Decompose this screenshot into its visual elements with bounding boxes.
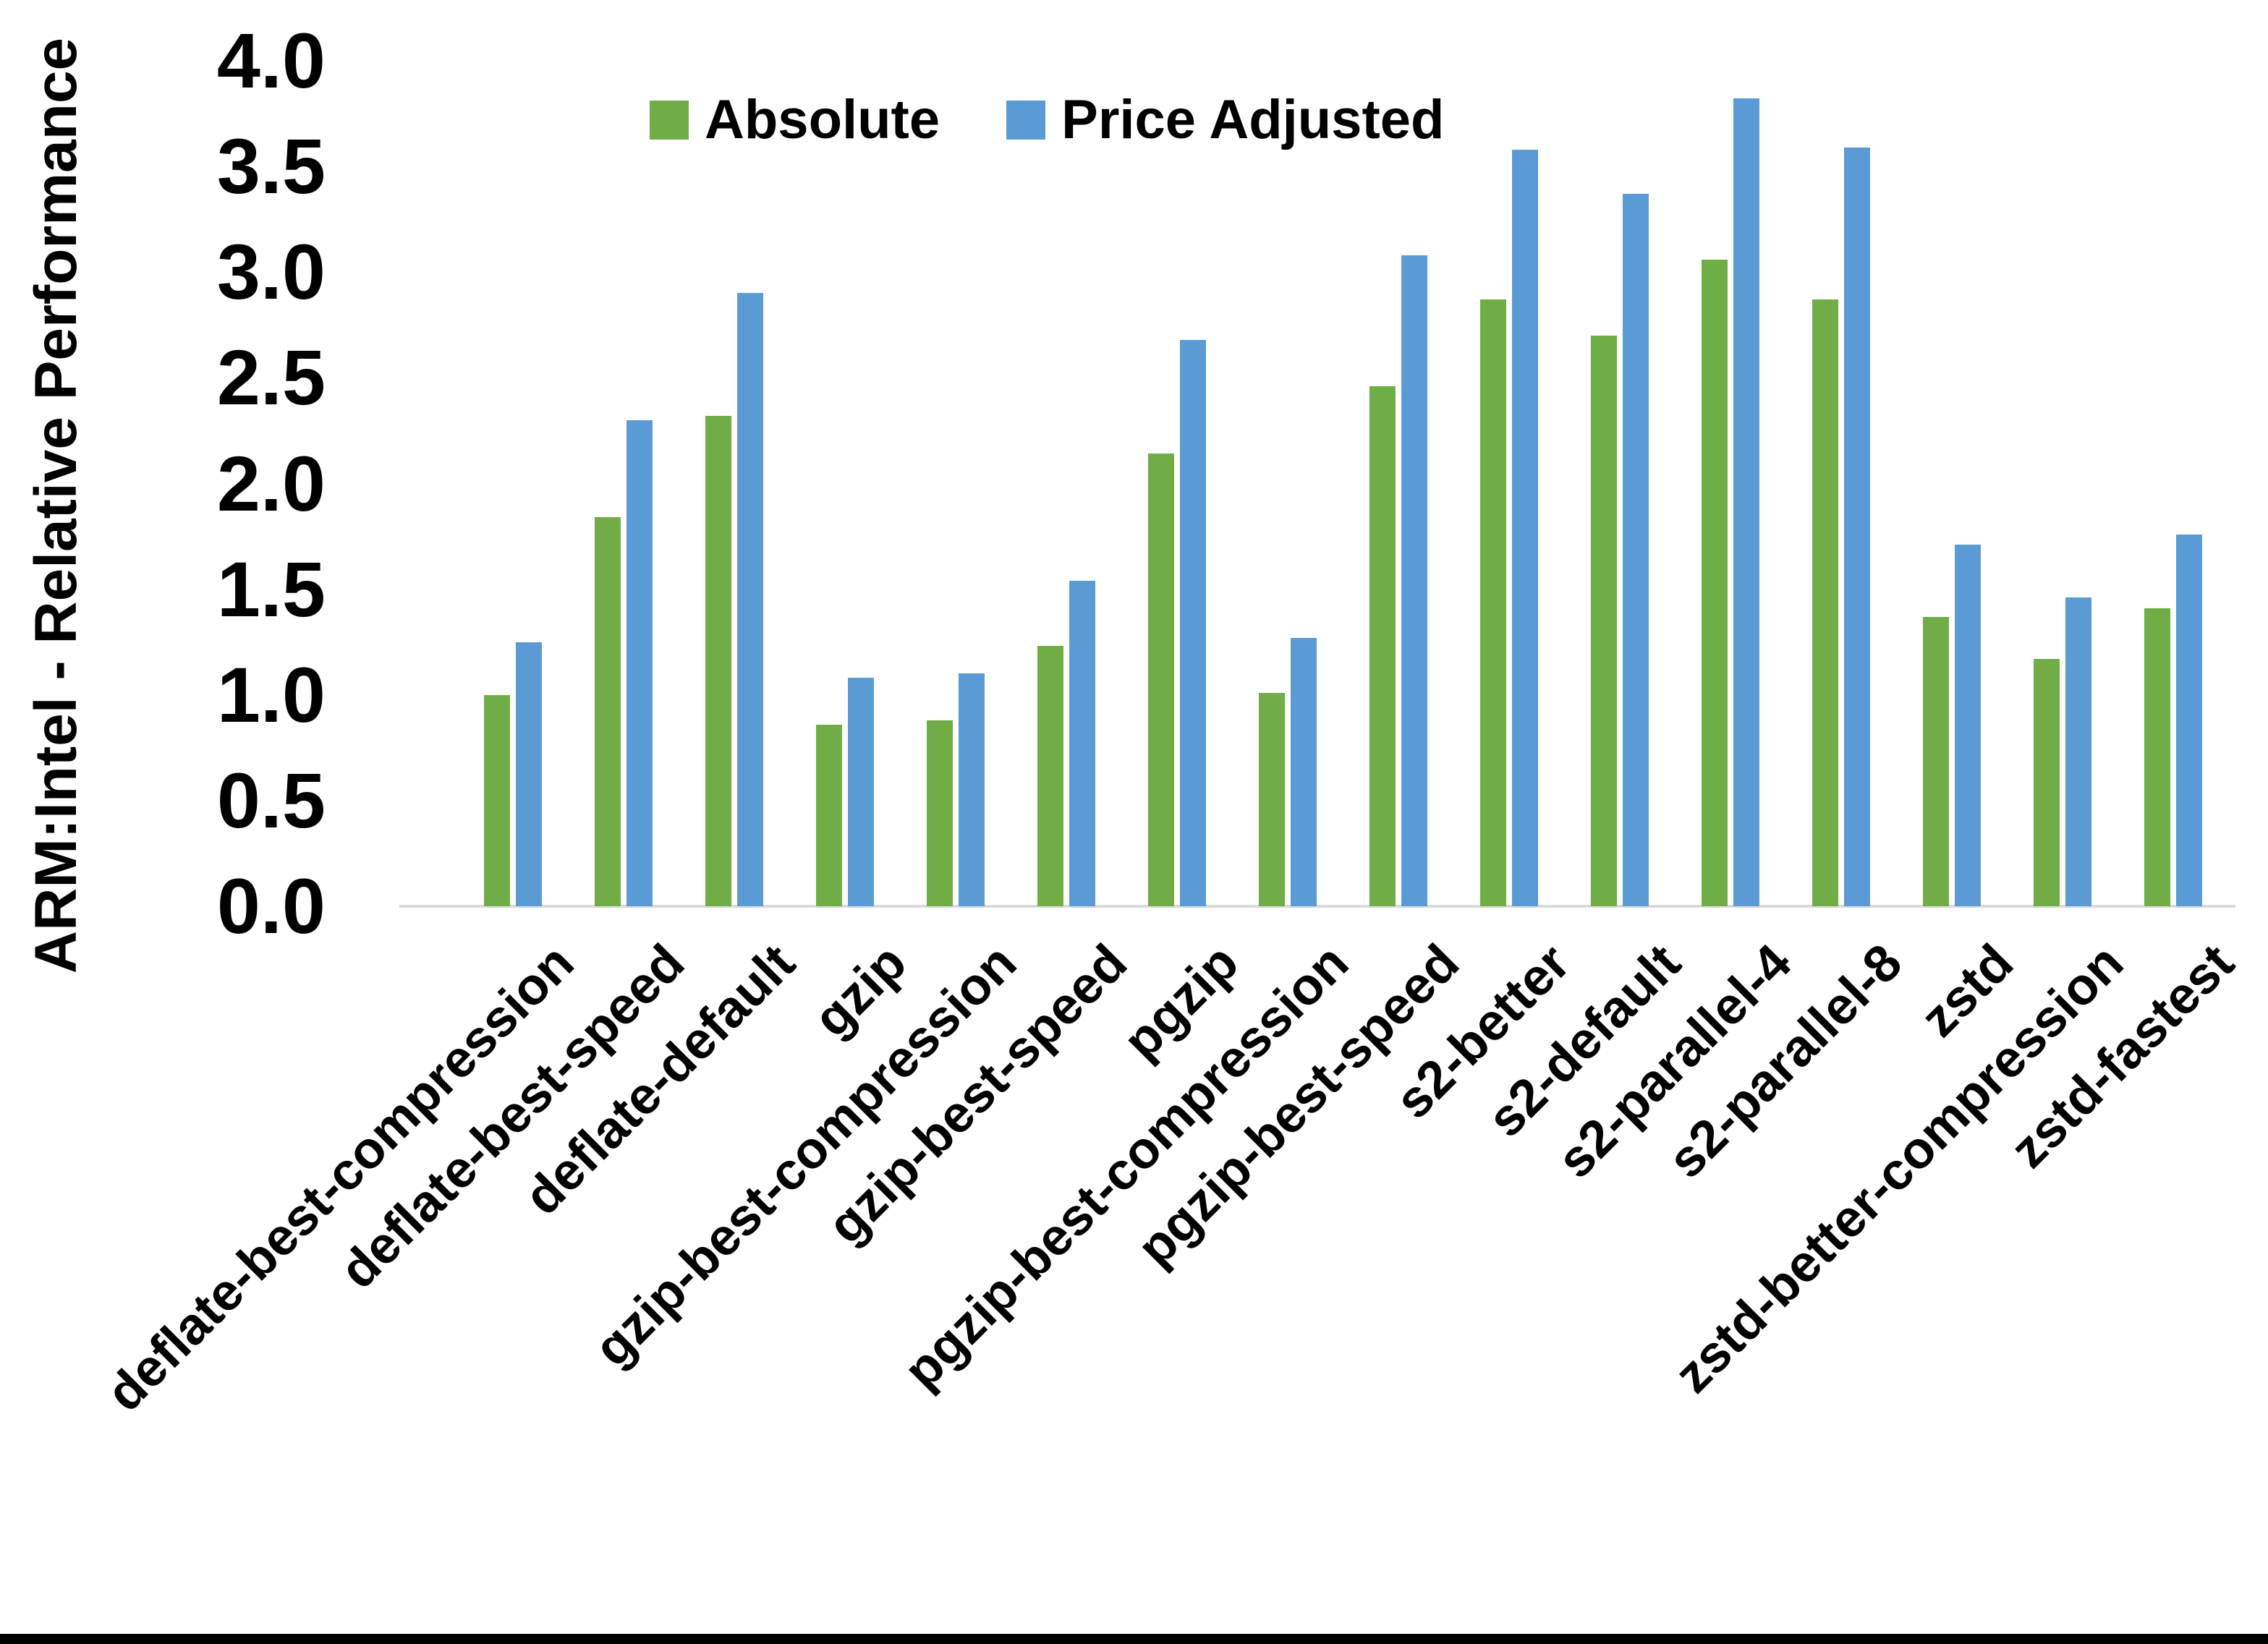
- y-axis-tick-label: 3.5: [216, 122, 326, 210]
- bar-price-adjusted: [958, 673, 985, 906]
- bar-absolute: [483, 694, 510, 906]
- bar-price-adjusted: [626, 419, 653, 906]
- bar-absolute: [1812, 299, 1838, 906]
- bar-absolute: [1922, 616, 1949, 906]
- y-axis-tick-label: 1.5: [216, 545, 326, 633]
- legend-swatch-icon: [1006, 100, 1046, 140]
- bar-price-adjusted: [1733, 98, 1759, 906]
- bar-absolute: [1369, 386, 1396, 906]
- x-axis-label: deflate-best-compression: [95, 933, 585, 1423]
- bar-price-adjusted: [1290, 637, 1317, 906]
- bar-price-adjusted: [515, 642, 542, 906]
- bar-absolute: [705, 415, 731, 906]
- bar-absolute: [1147, 453, 1174, 906]
- bar-absolute: [1258, 692, 1285, 906]
- bar-price-adjusted: [1069, 580, 1095, 906]
- bar-price-adjusted: [1179, 339, 1206, 906]
- legend: Absolute Price Adjusted: [650, 88, 1444, 151]
- legend-label: Absolute: [705, 89, 940, 150]
- y-axis-tick-label: 2.5: [216, 333, 326, 422]
- bar-absolute: [1701, 259, 1728, 906]
- legend-item: Absolute: [650, 88, 940, 151]
- y-axis-tick-label: 3.0: [216, 228, 326, 316]
- bar-price-adjusted: [2065, 597, 2091, 906]
- legend-item: Price Adjusted: [1006, 88, 1444, 151]
- bar-price-adjusted: [1622, 193, 1649, 906]
- y-axis-tick-label: 1.0: [216, 650, 326, 738]
- bar-price-adjusted: [1843, 147, 1870, 906]
- bar-absolute: [2144, 608, 2170, 906]
- bar-absolute: [1037, 646, 1063, 906]
- bar-absolute: [2033, 659, 2060, 906]
- y-axis-tick-label: 0.5: [216, 757, 326, 845]
- y-axis-title: ARM:Intel - Relative Performance: [23, 37, 89, 974]
- bar-absolute: [1590, 335, 1617, 906]
- bar-price-adjusted: [1401, 255, 1427, 906]
- x-axis-line: [399, 905, 2235, 908]
- bar-absolute: [594, 517, 621, 906]
- bar-absolute: [815, 724, 842, 906]
- bar-absolute: [1479, 299, 1506, 906]
- bar-price-adjusted: [2175, 534, 2202, 906]
- bar-price-adjusted: [736, 293, 763, 906]
- bar-price-adjusted: [1954, 545, 1981, 906]
- y-axis-tick-label: 0.0: [216, 862, 326, 950]
- bar-price-adjusted: [1511, 149, 1538, 906]
- bottom-border: [0, 1634, 2268, 1644]
- legend-swatch-icon: [650, 100, 689, 140]
- y-axis-tick-label: 4.0: [216, 17, 326, 104]
- bar-price-adjusted: [847, 678, 874, 906]
- y-axis-tick-label: 2.0: [216, 439, 326, 527]
- bar-absolute: [926, 720, 953, 906]
- legend-label: Price Adjusted: [1061, 89, 1445, 150]
